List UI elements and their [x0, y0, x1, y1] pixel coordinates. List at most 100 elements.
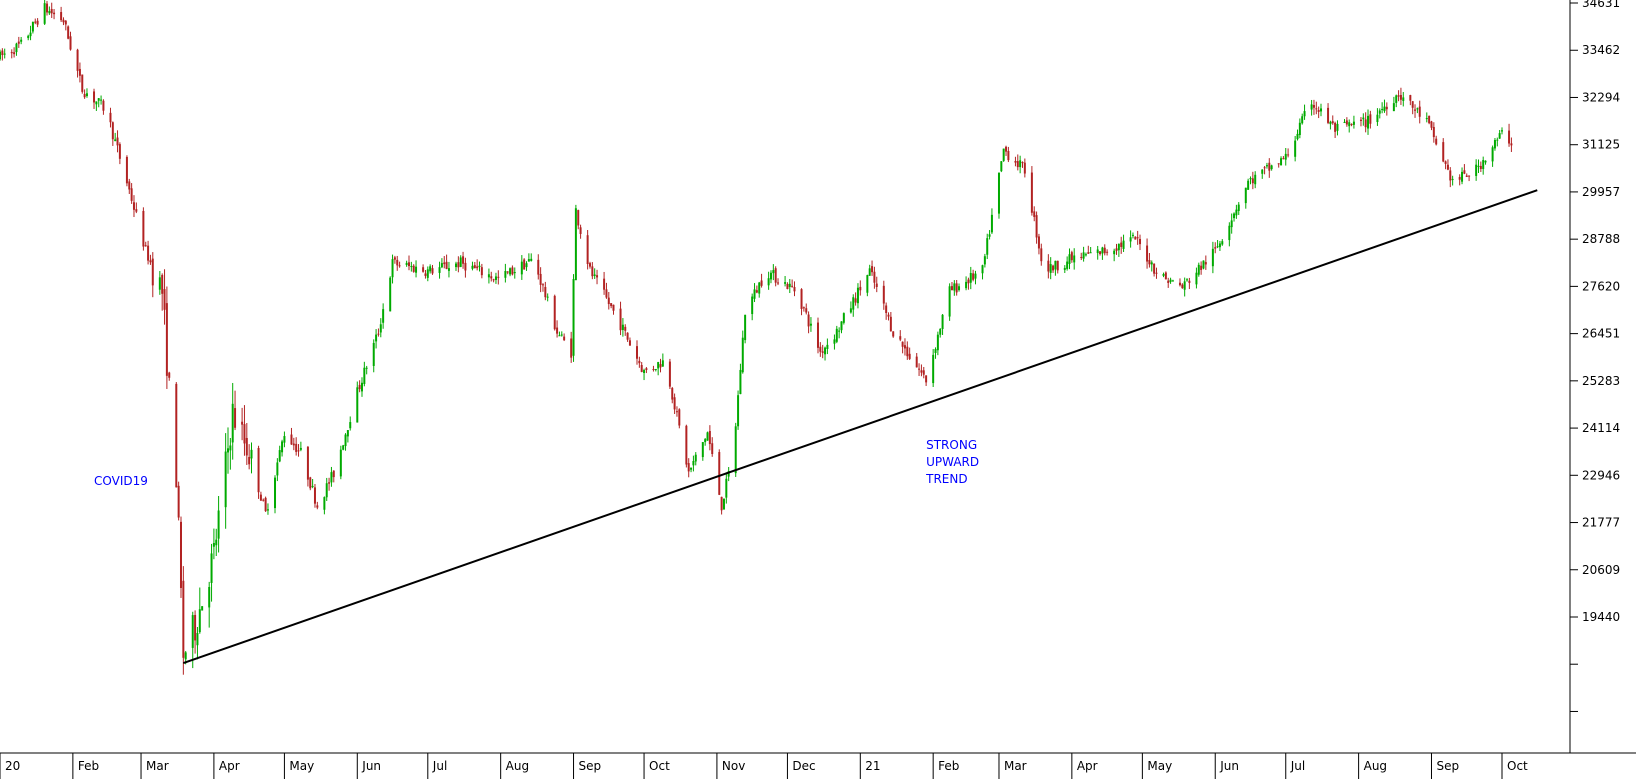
candle	[1087, 245, 1090, 254]
x-tick-label: Apr	[1077, 759, 1098, 773]
candle	[838, 327, 841, 339]
candle	[1298, 118, 1301, 139]
candle	[1385, 102, 1388, 116]
candle	[1378, 108, 1381, 119]
candle	[429, 264, 432, 274]
candle	[1465, 173, 1468, 178]
candle	[97, 98, 100, 108]
candle	[13, 47, 16, 58]
candle	[438, 261, 441, 279]
candle	[1251, 171, 1254, 190]
candle	[46, 0, 49, 16]
candle	[558, 331, 561, 337]
candle	[76, 48, 79, 78]
candle	[1364, 112, 1367, 133]
candle	[356, 381, 359, 423]
candle	[459, 255, 462, 268]
candle	[704, 437, 707, 446]
candle	[560, 331, 563, 337]
x-tick-label: Aug	[1364, 759, 1387, 773]
candle	[807, 311, 810, 334]
candle	[78, 62, 81, 83]
candle	[278, 445, 281, 463]
candle	[245, 423, 248, 465]
candle	[685, 424, 688, 468]
candle	[1327, 103, 1330, 125]
candle	[755, 285, 758, 294]
annotation-text: TREND	[925, 472, 967, 486]
candle	[64, 19, 67, 31]
candle	[445, 254, 448, 270]
candle	[974, 270, 977, 285]
y-tick-label: 21777	[1582, 516, 1620, 530]
x-tick-label: Sep	[579, 759, 602, 773]
candle	[422, 264, 425, 273]
candle	[988, 230, 991, 240]
candle	[62, 17, 65, 26]
candle	[1181, 283, 1184, 289]
candle	[412, 264, 415, 273]
candle	[1106, 249, 1109, 256]
candle	[1096, 245, 1099, 260]
candle	[772, 264, 775, 281]
candle	[873, 266, 876, 289]
candle	[1073, 248, 1076, 270]
candle	[243, 405, 246, 456]
candle	[1171, 279, 1174, 282]
candle	[1103, 244, 1106, 256]
x-tick-label: Aug	[506, 759, 529, 773]
candle	[1369, 110, 1372, 129]
candle	[889, 311, 892, 332]
candle	[612, 304, 615, 315]
candle	[546, 293, 549, 302]
candle	[887, 312, 890, 321]
candle	[1040, 243, 1043, 266]
candle	[149, 254, 152, 265]
candle	[274, 475, 277, 514]
candle	[661, 353, 664, 367]
candle	[619, 301, 622, 336]
candle	[360, 377, 363, 397]
candle	[241, 407, 244, 441]
candle	[767, 271, 770, 290]
candle	[1402, 91, 1405, 107]
candle	[490, 271, 493, 282]
annotation-text: UPWARD	[926, 455, 979, 469]
candle	[198, 587, 201, 634]
candle	[1101, 246, 1104, 260]
candle	[774, 266, 777, 287]
candle	[824, 346, 827, 361]
candle	[85, 88, 88, 98]
candle	[1416, 107, 1419, 114]
candle	[523, 258, 526, 270]
candle	[967, 277, 970, 290]
candle	[800, 288, 803, 316]
candle	[694, 452, 697, 466]
candle	[111, 121, 114, 146]
candle	[1162, 272, 1165, 278]
candle	[1146, 238, 1149, 269]
candle	[525, 261, 528, 271]
y-tick-label: 34631	[1582, 0, 1620, 10]
candle	[1249, 176, 1252, 185]
candle	[377, 328, 380, 337]
candle	[934, 347, 937, 359]
candle	[1449, 167, 1452, 188]
candle	[1282, 156, 1285, 160]
candle	[1411, 101, 1414, 115]
candle	[276, 458, 279, 482]
candle	[673, 393, 676, 414]
candle	[1122, 234, 1125, 252]
candle	[440, 258, 443, 269]
x-tick-label: Apr	[219, 759, 240, 773]
candle	[471, 261, 474, 271]
candle	[1186, 278, 1189, 282]
x-tick-label: Sep	[1436, 759, 1459, 773]
candle	[1211, 241, 1214, 274]
candle	[1418, 100, 1421, 124]
candle	[224, 433, 227, 529]
candle	[257, 445, 260, 499]
candle	[1247, 178, 1250, 190]
candle	[1113, 248, 1116, 262]
candle	[1023, 158, 1026, 178]
